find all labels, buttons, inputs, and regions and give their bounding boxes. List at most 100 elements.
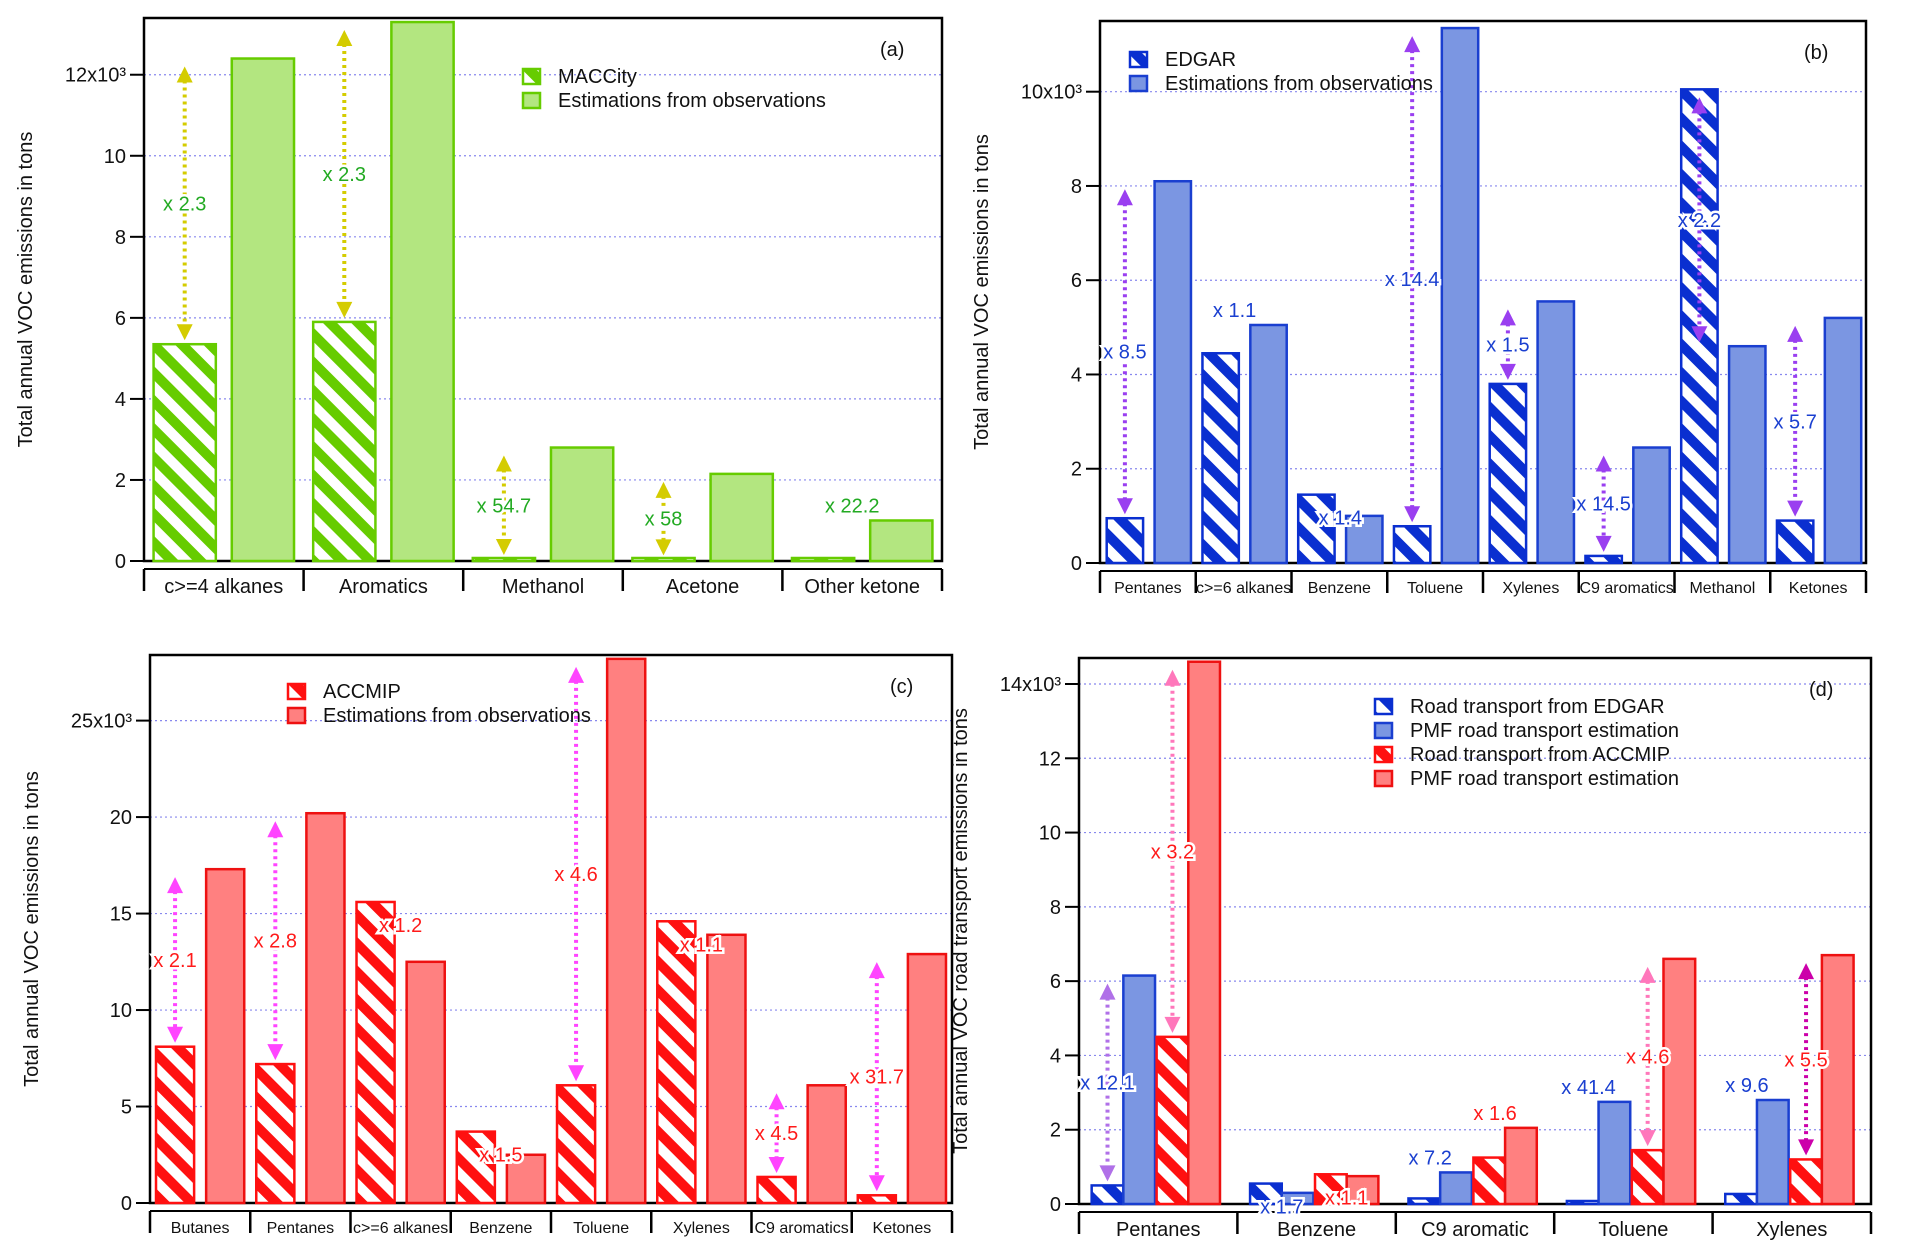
x-tick-label: Toluene <box>573 1220 629 1237</box>
y-tick-label: 6 <box>1071 270 1082 292</box>
bar-estimations-from-observations <box>230 57 296 563</box>
legend-label: Road transport from ACCMIP <box>1410 744 1670 766</box>
legend-swatch <box>286 682 307 701</box>
arrow-head <box>1787 325 1804 342</box>
arrow-head <box>1404 506 1421 523</box>
bar-pmf-road-transport-estimation <box>1122 974 1157 1206</box>
plot-frame <box>1098 19 1868 565</box>
bar-pmf-road-transport-estimation <box>1662 957 1697 1206</box>
bar-accmip <box>255 1062 296 1205</box>
ratio-arrow <box>1404 36 1421 523</box>
x-tick-label: Toluene <box>1598 1219 1668 1241</box>
y-tick-label: 4 <box>115 389 126 411</box>
x-tick-label: Methanol <box>1689 580 1755 597</box>
arrow-head <box>1499 363 1516 380</box>
bar-pmf-road-transport-estimation <box>1503 1126 1539 1206</box>
x-tick-label: Ketones <box>1789 580 1848 597</box>
bar-pmf-road-transport-estimation <box>1345 1174 1380 1206</box>
ratio-label: x 1.1 <box>1325 1187 1368 1209</box>
bar-maccity <box>471 556 537 563</box>
arrow-head <box>1787 500 1804 517</box>
bar-estimations-from-observations <box>605 657 647 1205</box>
bar-estimations-from-observations <box>305 811 346 1205</box>
ratio-label: x 1.1 <box>1213 300 1256 322</box>
arrow-head <box>1639 1130 1656 1147</box>
bar-maccity <box>152 342 218 563</box>
ratio-arrow <box>1595 455 1612 552</box>
legend-swatch <box>521 67 542 86</box>
y-tick-label: 8 <box>1050 897 1061 919</box>
y-tick-label: 4 <box>1071 364 1082 386</box>
ratio-label: x 1.1 <box>680 934 723 956</box>
ratio-label: x 5.7 <box>1773 411 1816 433</box>
arrow-head <box>1404 36 1421 53</box>
bar-estimations-from-observations <box>390 20 455 563</box>
x-tick-label: c>=6 alkanes <box>353 1220 448 1237</box>
arrow-head <box>1164 1016 1181 1033</box>
bar-pmf-road-transport-estimation <box>1187 660 1222 1206</box>
bar-edgar <box>1584 554 1624 565</box>
arrow-head <box>768 1093 785 1110</box>
bar-road-transport-from-accmip <box>1155 1035 1190 1206</box>
chart-panel-a: 0 2 4 6 8 10 12x10³ Total annual VOC emissions … <box>15 16 944 598</box>
arrow-head <box>1595 535 1612 552</box>
x-tick-label: C9 aromatics <box>755 1220 849 1237</box>
y-tick-label: 14x10³ <box>1000 674 1061 696</box>
arrow-head <box>336 30 353 47</box>
legend-label: PMF road transport estimation <box>1410 768 1679 790</box>
y-axis-label: Total annual VOC road transport emission… <box>950 708 972 1154</box>
ratio-label: x 1.6 <box>1473 1103 1516 1125</box>
y-tick-label: 20 <box>110 807 132 829</box>
ratio-arrow <box>267 821 284 1061</box>
ratio-arrow <box>1639 966 1656 1147</box>
bar-estimations-from-observations <box>1153 179 1193 565</box>
arrow-head <box>655 481 672 498</box>
arrow-head <box>1798 963 1815 980</box>
x-tick-label: Pentanes <box>267 1220 335 1237</box>
ratio-label: x 31.7 <box>850 1067 904 1089</box>
y-tick-label: 12 <box>1039 748 1061 770</box>
ratio-arrow <box>336 30 353 318</box>
bar-estimations-from-observations <box>1344 514 1384 565</box>
ratio-label: x 1.5 <box>1486 335 1529 357</box>
arrow-head <box>1639 966 1656 983</box>
bar-edgar <box>1105 516 1145 565</box>
ratio-label: x 1.7 <box>1260 1197 1303 1219</box>
x-tick-label: Benzene <box>1277 1219 1356 1241</box>
bar-estimations-from-observations <box>204 867 246 1205</box>
y-tick-label: 8 <box>1071 176 1082 198</box>
legend-swatch <box>1373 721 1394 740</box>
ratio-label: x 4.6 <box>554 864 597 886</box>
bar-pmf-road-transport-estimation <box>1820 953 1855 1206</box>
y-tick-label: 10x10³ <box>1021 82 1082 104</box>
legend-label: Estimations from observations <box>323 705 591 727</box>
ratio-label: x 1.2 <box>379 915 422 937</box>
y-tick-label: 5 <box>121 1097 132 1119</box>
legend-swatch <box>286 706 307 725</box>
ratio-label: x 14.4 <box>1385 269 1439 291</box>
x-tick-label: C9 aromatics <box>1580 580 1674 597</box>
legend-label: EDGAR <box>1165 49 1236 71</box>
x-tick-label: c>=4 alkanes <box>164 576 283 598</box>
panel-label: (b) <box>1804 42 1828 64</box>
x-tick-label: Benzene <box>1308 580 1371 597</box>
y-tick-label: 6 <box>115 308 126 330</box>
bar-estimations-from-observations <box>549 446 615 563</box>
arrow-head <box>167 877 184 894</box>
ratio-label: x 2.2 <box>1678 210 1721 232</box>
bar-estimations-from-observations <box>1823 316 1863 565</box>
arrow-head <box>267 821 284 838</box>
legend-swatch <box>1373 697 1394 716</box>
panel-label: (a) <box>880 39 904 61</box>
y-tick-label: 0 <box>121 1193 132 1215</box>
x-tick-label: Other ketone <box>804 576 920 598</box>
ratio-label: x 2.8 <box>254 931 297 953</box>
arrow-head <box>655 539 672 556</box>
y-tick-label: 8 <box>115 227 126 249</box>
x-tick-label: Aromatics <box>339 576 428 598</box>
arrow-head <box>868 962 885 979</box>
arrow-head <box>1099 983 1116 1000</box>
